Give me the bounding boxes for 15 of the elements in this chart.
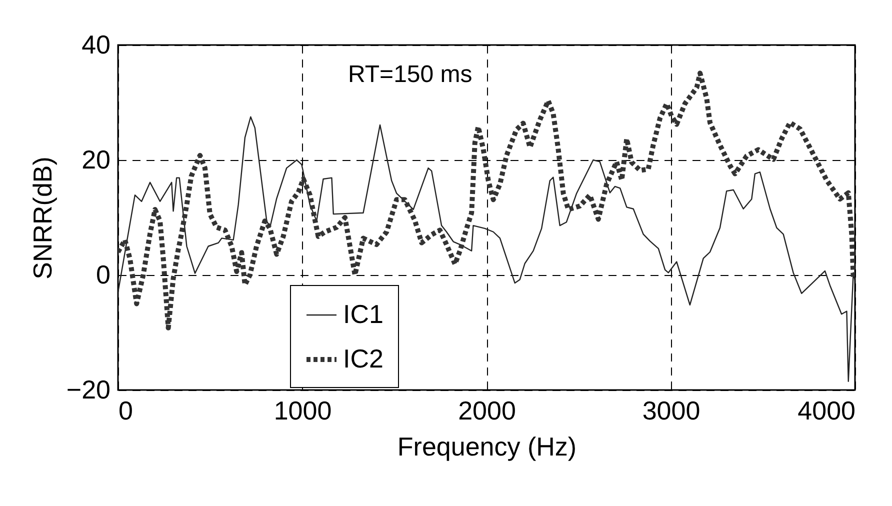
x-tick-label: 4000 (798, 396, 856, 426)
y-tick-label: 40 (82, 30, 110, 60)
legend-label: IC2 (343, 344, 384, 374)
legend-label: IC1 (343, 299, 384, 329)
x-tick-label: 3000 (642, 396, 700, 426)
x-tick-label: 2000 (458, 396, 516, 426)
x-tick-label: 0 (118, 396, 133, 426)
y-tick-label: −20 (66, 374, 110, 404)
annotation: RT=150 ms (348, 61, 472, 88)
y-axis-title: SNRR(dB) (27, 156, 58, 280)
line-series (118, 116, 855, 382)
y-tick-label: 20 (82, 144, 110, 174)
x-tick-label: 1000 (274, 396, 332, 426)
y-tick-label: 0 (96, 260, 110, 290)
x-axis-title: Frequency (Hz) (397, 432, 577, 462)
